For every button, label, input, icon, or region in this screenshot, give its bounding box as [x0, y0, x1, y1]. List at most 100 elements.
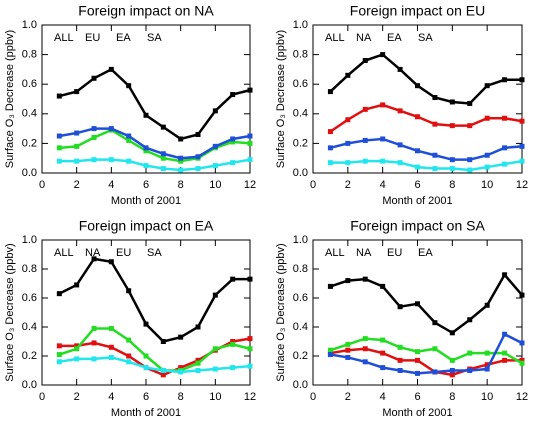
point	[126, 359, 132, 365]
y-tick-label: 0.0	[22, 379, 37, 391]
series-line	[59, 127, 251, 160]
point	[212, 108, 218, 114]
point	[502, 161, 508, 167]
chart-title: Foreign impact on NA	[78, 3, 214, 19]
point	[397, 142, 403, 148]
legend-label: SA	[147, 247, 162, 259]
point	[126, 137, 132, 143]
point	[108, 126, 114, 132]
y-tick-label: 1.0	[22, 19, 37, 31]
point	[126, 288, 132, 294]
point	[467, 157, 473, 163]
point	[143, 148, 149, 154]
point	[502, 350, 508, 356]
y-tick-label: 0.2	[293, 137, 308, 149]
x-tick-label: 4	[108, 391, 114, 403]
point	[74, 356, 80, 362]
point	[56, 145, 62, 151]
point	[74, 130, 80, 136]
point	[160, 372, 166, 378]
point	[449, 368, 455, 373]
chart-title: Foreign impact on SA	[350, 218, 485, 234]
plot-frame	[41, 24, 251, 174]
point	[345, 160, 351, 166]
point	[247, 133, 253, 139]
point	[397, 108, 403, 114]
point	[230, 136, 236, 142]
point	[415, 114, 420, 120]
y-tick-label: 0.2	[22, 350, 37, 362]
point	[212, 292, 218, 298]
point	[380, 365, 386, 371]
x-tick-label: 4	[380, 179, 386, 191]
point	[56, 343, 62, 349]
point	[449, 357, 455, 363]
series-line	[59, 67, 251, 141]
point	[397, 66, 403, 72]
point	[195, 360, 201, 366]
x-tick-label: 8	[178, 179, 184, 191]
x-tick-label: 10	[209, 179, 221, 191]
point	[108, 344, 114, 350]
y-tick-label: 0.0	[293, 379, 308, 391]
point	[502, 331, 508, 337]
x-tick-label: 6	[143, 179, 149, 191]
point	[56, 93, 62, 99]
point	[345, 140, 351, 146]
legend-label: EA	[387, 32, 402, 44]
x-tick-label: 2	[74, 179, 80, 191]
point	[345, 72, 351, 78]
point	[380, 350, 386, 356]
point	[449, 166, 455, 172]
x-tick-label: 0	[310, 179, 316, 191]
point	[143, 353, 149, 359]
point	[108, 66, 114, 72]
point	[230, 341, 236, 347]
point	[126, 83, 132, 89]
y-tick-label: 0.6	[22, 292, 37, 304]
y-tick-label: 0.8	[22, 263, 37, 275]
point	[74, 89, 80, 95]
y-axis-label: Surface O₃ Decrease (ppbv)	[275, 243, 287, 381]
point	[484, 366, 490, 372]
point	[519, 340, 525, 346]
point	[143, 365, 149, 371]
point	[432, 320, 438, 326]
point	[108, 325, 114, 331]
x-tick-label: 10	[209, 391, 221, 403]
point	[397, 160, 403, 166]
point	[345, 354, 351, 360]
point	[108, 157, 114, 163]
point	[91, 75, 97, 81]
point	[160, 151, 166, 157]
y-tick-label: 1.0	[293, 19, 308, 31]
point	[362, 346, 368, 352]
point	[178, 158, 184, 164]
legend-label: NA	[356, 32, 372, 44]
point	[178, 136, 184, 142]
point	[415, 148, 420, 154]
point	[467, 317, 473, 323]
plot-frame	[312, 24, 523, 174]
point	[502, 145, 508, 151]
point	[432, 369, 438, 375]
point	[56, 291, 62, 297]
legend-label: EA	[116, 32, 131, 44]
point	[212, 143, 218, 149]
x-tick-label: 12	[244, 391, 256, 403]
point	[91, 340, 97, 346]
point	[484, 83, 490, 89]
series-line	[330, 332, 523, 375]
point	[230, 139, 236, 145]
point	[230, 276, 236, 282]
series-line	[59, 128, 251, 163]
point	[91, 325, 97, 331]
point	[74, 158, 80, 164]
point	[160, 124, 166, 130]
point	[126, 133, 132, 139]
point	[467, 368, 473, 373]
x-tick-label: 4	[108, 179, 114, 191]
x-tick-label: 2	[345, 179, 351, 191]
point	[247, 140, 253, 146]
point	[160, 155, 166, 161]
